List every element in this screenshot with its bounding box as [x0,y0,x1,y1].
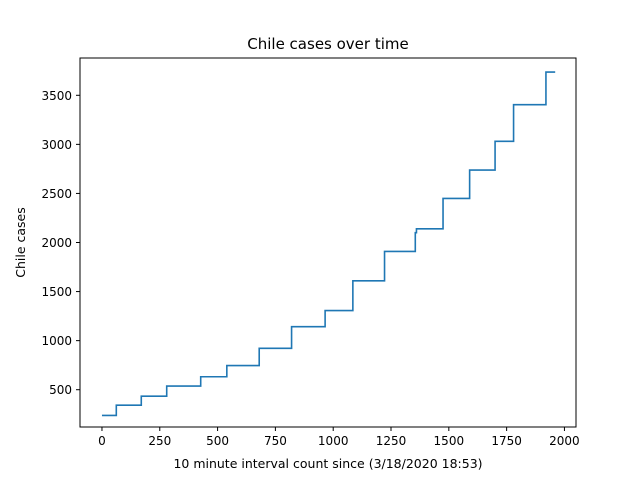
x-tick-label: 1750 [491,434,522,448]
x-tick-label: 750 [264,434,287,448]
x-axis-label: 10 minute interval count since (3/18/202… [173,456,482,471]
x-tick-label: 1000 [318,434,349,448]
series-layer [101,71,556,417]
plot-area: 0 250 500 750 1000 1250 1500 1750 2000 500 1000 15… [41,57,580,448]
y-tick-label: 500 [49,383,72,397]
x-tick-label: 1500 [434,434,465,448]
y-axis: 500 1000 1500 2000 2500 3000 3500 [41,89,80,397]
x-tick-label: 250 [148,434,171,448]
y-tick-label: 3000 [41,138,72,152]
y-axis-label: Chile cases [13,207,28,278]
y-tick-label: 1000 [41,334,72,348]
y-tick-label: 3500 [41,89,72,103]
series-line [101,71,556,417]
x-tick-label: 1250 [376,434,407,448]
axes-frame [79,57,577,428]
y-tick-label: 1500 [41,285,72,299]
y-tick-label: 2500 [41,187,72,201]
chart-title: Chile cases over time [247,35,408,53]
x-tick-label: 2000 [549,434,580,448]
y-tick-label: 2000 [41,236,72,250]
x-axis: 0 250 500 750 1000 1250 1500 1750 2000 [98,427,580,448]
x-tick-label: 500 [206,434,229,448]
x-tick-label: 0 [98,434,106,448]
